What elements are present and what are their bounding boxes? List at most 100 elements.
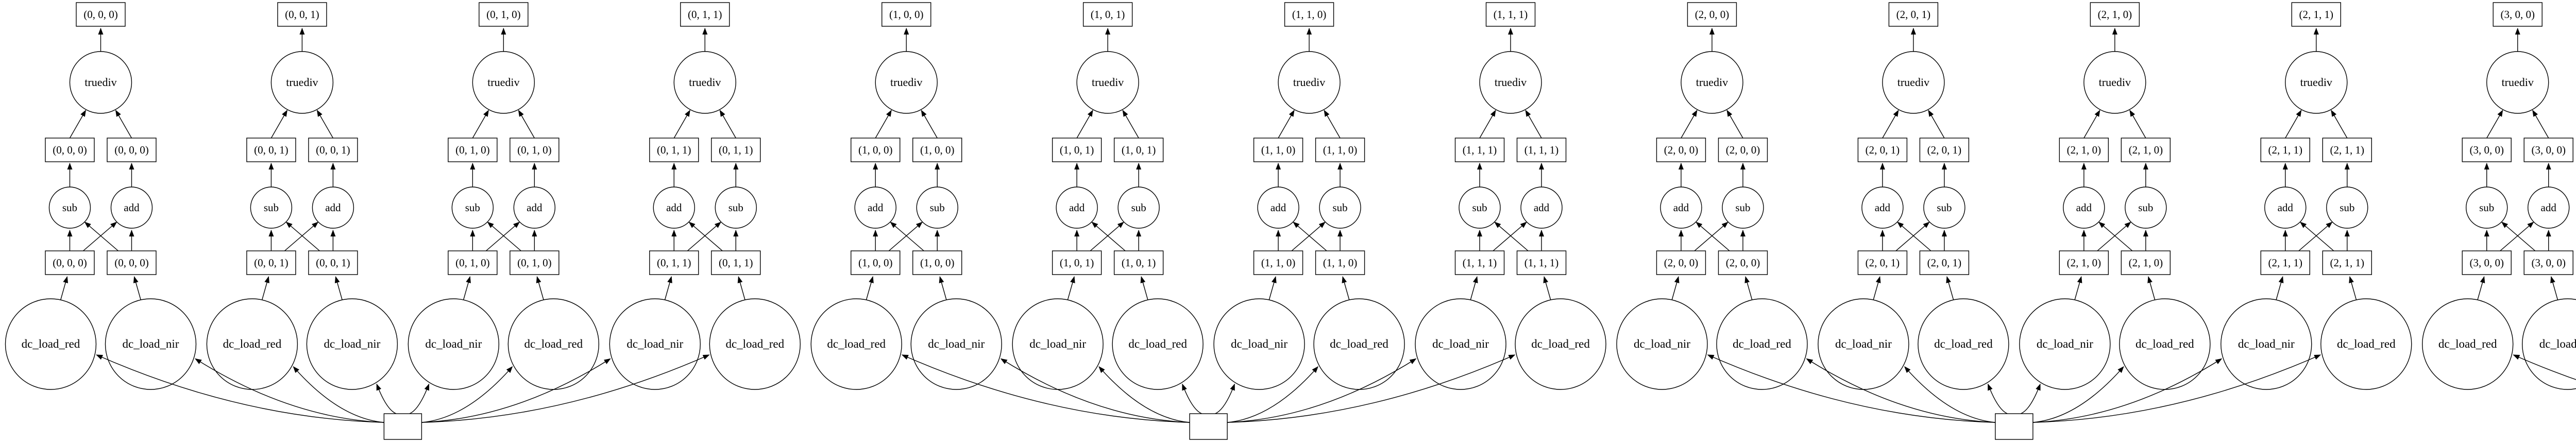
op-node-sub: sub [2125,186,2167,229]
input-chunk-box-left: (2, 0, 0) [1656,250,1706,275]
truediv-node-label: truediv [2300,76,2332,89]
load-node-dc_load_nir-label: dc_load_nir [1029,337,1086,350]
input-chunk-box-right-rect [1315,250,1365,275]
output-chunk-box: (2, 1, 1) [2291,2,2341,27]
load-node-dc_load_red: dc_load_red [1716,298,1808,390]
input-chunk-box-left-rect [246,250,296,275]
op-node-sub-ellipse [2326,186,2368,229]
truediv-node-ellipse [2486,51,2549,114]
op-node-add-ellipse [2264,186,2307,229]
op-node-add-label: add [1069,201,1085,214]
op-node-sub-ellipse [48,186,91,229]
truediv-node-ellipse [875,51,938,114]
truediv-node-label: truediv [1495,76,1527,89]
op-node-add-label: add [2278,201,2294,214]
output-chunk-box-label: (2, 1, 1) [2299,8,2334,21]
operand-box-left-rect [851,138,901,162]
op-node-add-ellipse [2528,186,2570,229]
operand-box-right: (2, 1, 0) [2121,138,2171,162]
edge-chunk-to-op-cross [2298,222,2333,251]
load-node-dc_load_nir-label: dc_load_nir [324,337,380,350]
operand-box-left-rect [45,138,95,162]
op-node-sub-ellipse [2125,186,2167,229]
edge-source-to-load [421,358,611,423]
input-chunk-box-left-label: (0, 0, 1) [254,257,289,269]
truediv-node-label: truediv [1293,76,1325,89]
load-node-dc_load_red-label: dc_load_red [1733,337,1791,350]
edge-operand-to-truediv [1324,110,1341,139]
load-node-dc_load_nir-label: dc_load_nir [1835,337,1892,350]
load-node-dc_load_nir-label: dc_load_nir [2539,337,2576,350]
output-chunk-box-label: (1, 0, 0) [889,8,924,21]
edge-chunk-to-op-cross [285,222,320,251]
edge-load-to-chunk [939,276,947,301]
load-node-dc_load_red-label: dc_load_red [2438,337,2497,350]
input-chunk-box-right: (1, 0, 1) [1113,250,1164,275]
input-chunk-box-left-label: (0, 1, 0) [455,257,490,269]
op-node-add-label: add [2076,201,2092,214]
load-node-dc_load_red-label: dc_load_red [524,337,583,350]
edge-operand-to-truediv [316,110,334,139]
load-node-dc_load_nir-label: dc_load_nir [1231,337,1287,350]
input-chunk-box-left: (3, 0, 0) [2462,250,2512,275]
input-chunk-box-left: (2, 1, 1) [2260,250,2310,275]
edge-operand-to-truediv [719,110,736,139]
edge-source-to-load [2032,358,2223,423]
output-chunk-box-label: (1, 1, 1) [1494,8,1528,21]
operand-box-left: (2, 0, 0) [1656,138,1706,162]
edge-operand-to-truediv [115,110,132,139]
op-node-sub-ellipse [1459,186,1501,229]
load-node-dc_load_red-ellipse [2422,298,2514,390]
input-chunk-box-right: (0, 1, 0) [510,250,560,275]
operand-box-right-rect [912,138,962,162]
edge-load-to-chunk [1067,276,1075,301]
load-node-dc_load_nir-ellipse [105,298,197,390]
edge-source-to-load [195,358,384,423]
operand-box-left: (1, 0, 1) [1052,138,1102,162]
truediv-node: truediv [2486,51,2549,114]
edge-source-to-load [1215,383,1235,414]
output-chunk-box-label: (0, 1, 0) [486,8,521,21]
output-chunk-box: (1, 1, 1) [1485,2,1536,27]
truediv-node-ellipse [1278,51,1341,114]
edge-chunk-to-op-cross [1493,222,1527,251]
input-chunk-box-right-rect [1516,250,1567,275]
edge-load-to-chunk [664,276,672,301]
input-chunk-box-right-rect [2523,250,2573,275]
edge-chunk-to-op-cross [84,222,118,251]
op-node-sub-label: sub [62,201,77,214]
input-chunk-box-left: (0, 1, 0) [448,250,498,275]
operand-box-right-label: (2, 1, 1) [2330,144,2365,156]
load-node-dc_load_red: dc_load_red [2320,298,2412,390]
op-node-add: add [2528,186,2570,229]
operand-box-left: (0, 0, 1) [246,138,296,162]
load-node-dc_load_nir-label: dc_load_nir [425,337,482,350]
edge-source-to-load [2021,383,2041,414]
operand-box-left: (1, 0, 0) [851,138,901,162]
input-chunk-box-right: (0, 1, 1) [711,250,761,275]
edge-source-to-load [1000,358,1190,423]
input-chunk-box-left-label: (2, 0, 1) [1866,257,1900,269]
edge-load-to-chunk [463,276,471,301]
operand-box-right-label: (2, 1, 0) [2129,144,2163,156]
op-node-sub-label: sub [1333,201,1348,214]
op-node-add: add [2063,186,2105,229]
op-node-sub: sub [1117,186,1160,229]
op-node-sub-ellipse [715,186,757,229]
op-node-add-ellipse [1520,186,1563,229]
load-node-dc_load_nir-ellipse [1616,298,1708,390]
input-chunk-box-right-rect [2121,250,2171,275]
output-chunk-box: (0, 0, 0) [76,2,126,27]
input-chunk-box-right-label: (1, 0, 0) [920,257,955,269]
load-node-dc_load_red: dc_load_red [1313,298,1405,390]
load-node-dc_load_nir-label: dc_load_nir [626,337,683,350]
edge-operand-to-truediv [875,110,892,139]
truediv-node: truediv [1278,51,1341,114]
truediv-node-label: truediv [2099,76,2131,89]
load-node-dc_load_red-label: dc_load_red [2136,337,2194,350]
operand-box-left: (1, 1, 0) [1253,138,1303,162]
edge-chunk-to-op-cross [1895,222,1930,251]
load-node-dc_load_nir: dc_load_nir [1616,298,1708,390]
op-node-sub-label: sub [728,201,743,214]
op-node-add-ellipse [1056,186,1098,229]
